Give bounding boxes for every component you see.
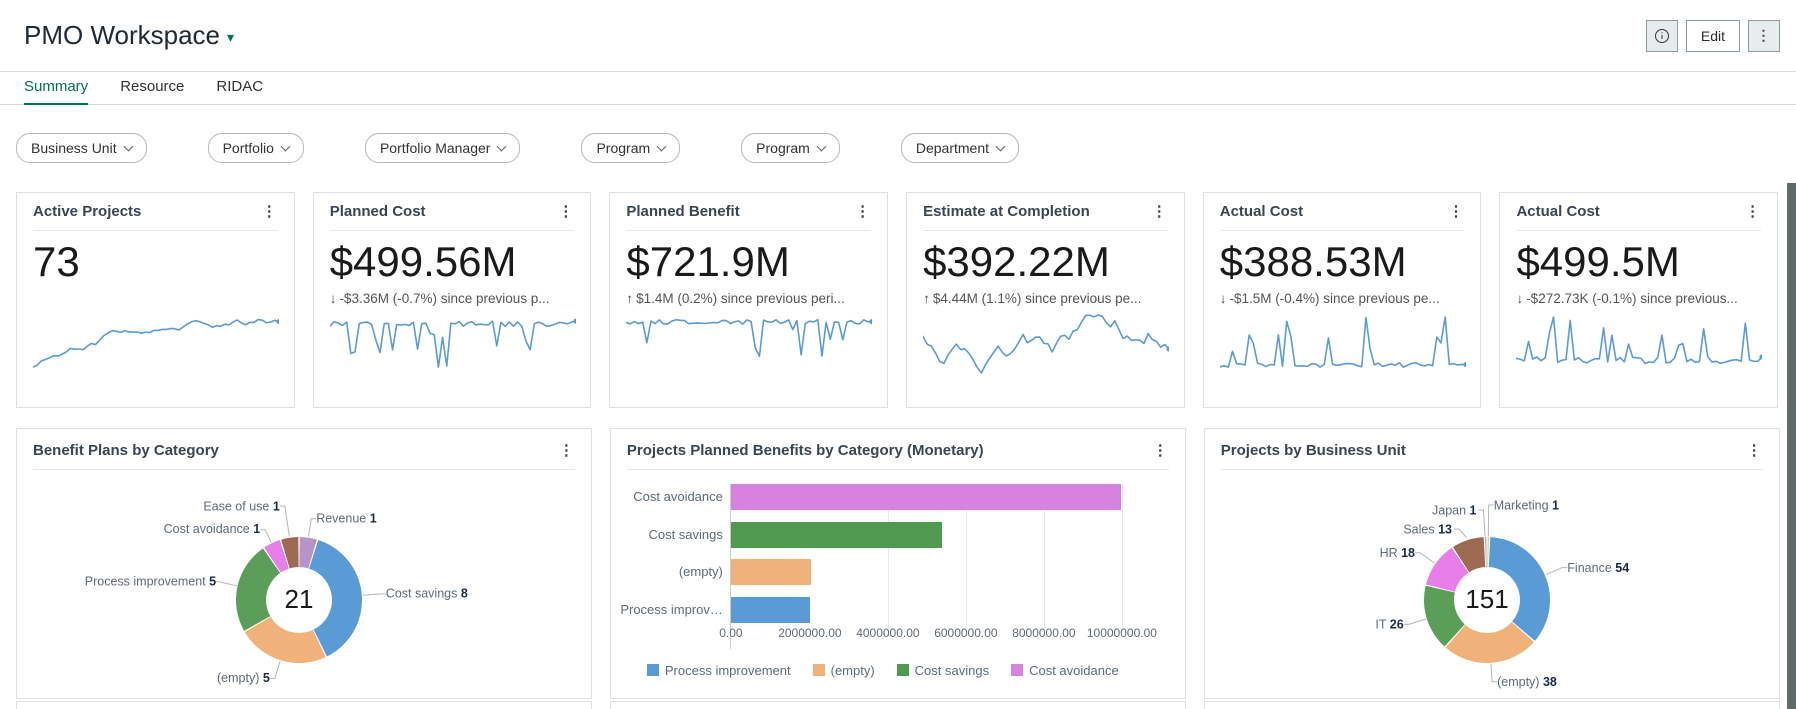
svg-text:151: 151 xyxy=(1465,584,1508,614)
svg-text:Finance 54: Finance 54 xyxy=(1567,561,1629,575)
svg-text:Cost avoidance 1: Cost avoidance 1 xyxy=(164,522,261,536)
svg-text:Process improvement 5: Process improvement 5 xyxy=(85,574,216,588)
svg-text:IT 26: IT 26 xyxy=(1375,618,1403,632)
svg-text:Japan 1: Japan 1 xyxy=(1432,503,1477,517)
svg-text:HR 18: HR 18 xyxy=(1379,546,1414,560)
svg-text:(empty) 5: (empty) 5 xyxy=(217,671,270,685)
svg-text:Cost savings 8: Cost savings 8 xyxy=(386,586,468,600)
svg-text:(empty) 38: (empty) 38 xyxy=(1497,675,1557,689)
svg-text:Marketing 1: Marketing 1 xyxy=(1493,498,1558,512)
svg-text:Ease of use 1: Ease of use 1 xyxy=(203,499,279,513)
svg-text:21: 21 xyxy=(284,584,313,614)
svg-text:Revenue 1: Revenue 1 xyxy=(316,511,377,525)
svg-text:Sales 13: Sales 13 xyxy=(1403,522,1452,536)
